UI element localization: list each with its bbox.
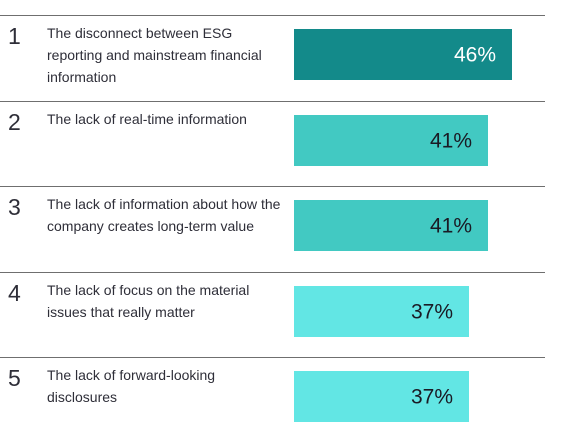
data-label: 41%: [429, 129, 472, 152]
data-label: 41%: [429, 214, 472, 237]
rank-number: 2: [8, 109, 21, 135]
row-divider: [0, 357, 545, 358]
category-label: The lack of information about how the co…: [47, 196, 281, 234]
category-label: The lack of focus on the material issues…: [47, 282, 250, 320]
category-label: The lack of real-time information: [47, 111, 247, 127]
data-label: 46%: [453, 43, 496, 66]
bar: 46%: [294, 29, 512, 80]
rank-number: 3: [8, 194, 21, 220]
bar: 37%: [294, 371, 469, 422]
bar: 37%: [294, 286, 469, 337]
row-divider: [0, 15, 545, 16]
data-label: 37%: [410, 300, 453, 323]
category-label: The lack of forward-looking disclosures: [47, 367, 216, 405]
rank-number: 4: [8, 280, 21, 306]
data-label: 37%: [410, 385, 453, 408]
bar: 41%: [294, 200, 488, 251]
rank-number: 1: [8, 23, 21, 49]
row-divider: [0, 186, 545, 187]
category-label: The disconnect between ESG reporting and…: [47, 25, 262, 85]
bar: 41%: [294, 115, 488, 166]
rank-number: 5: [8, 365, 21, 391]
row-divider: [0, 101, 545, 102]
row-divider: [0, 272, 545, 273]
